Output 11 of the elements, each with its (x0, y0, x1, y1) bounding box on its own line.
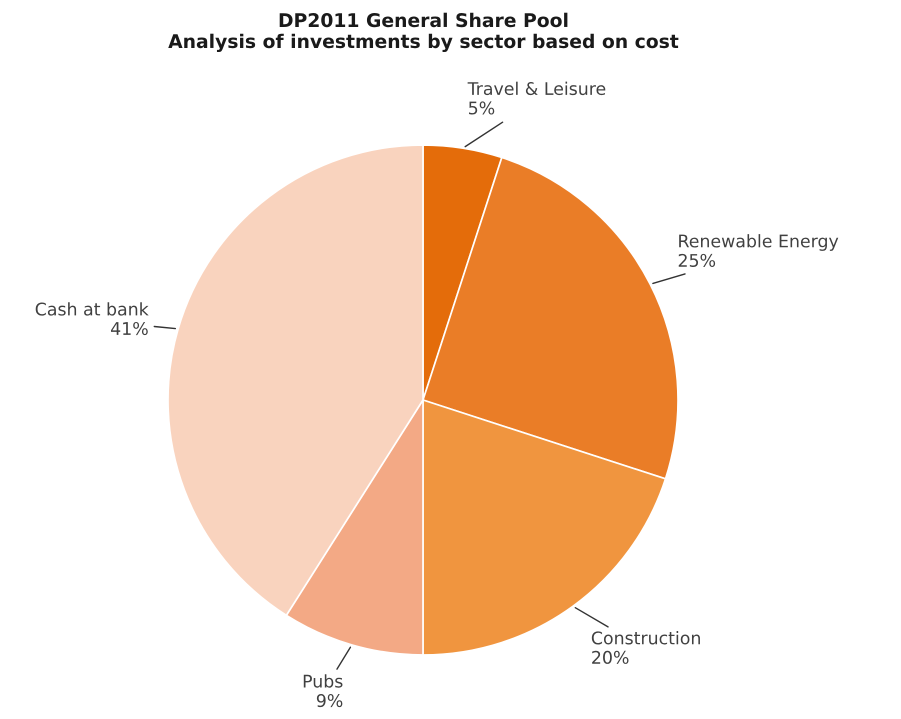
slice-label: Cash at bank (36, 302, 149, 316)
data-label: 9% (316, 694, 342, 708)
slice-label: Construction (592, 631, 700, 644)
slice-label: Renewable Energy (679, 234, 838, 251)
data-label: 20% (592, 650, 628, 664)
slice-label: Pubs (304, 674, 342, 688)
data-label: 25% (678, 254, 716, 267)
data-label: 5% (469, 101, 494, 115)
slice-label: Travel & Leisure (468, 82, 606, 96)
chart-title: DP2011 General Share Pool Analysis of investments by sector based on cost (168, 12, 678, 52)
data-label: 41% (111, 322, 148, 336)
